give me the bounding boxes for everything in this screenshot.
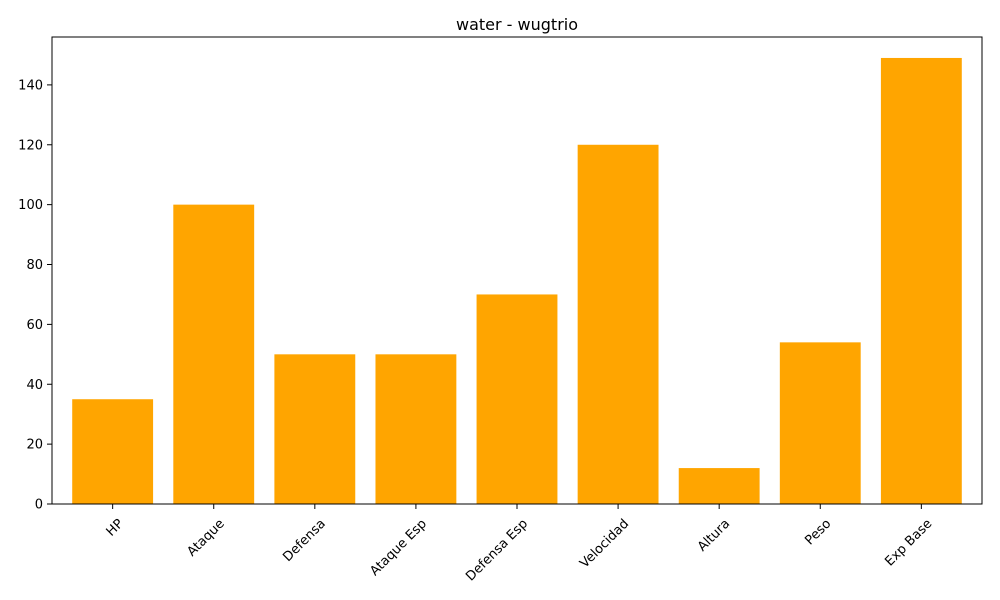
y-tick-label: 40	[26, 378, 43, 393]
x-tick-label: Ataque	[184, 516, 227, 559]
bar-peso	[779, 342, 861, 504]
y-tick-label: 20	[26, 438, 43, 453]
x-tick-label: Velocidad	[577, 516, 632, 571]
bar-velocidad	[577, 144, 659, 504]
bar-altura	[678, 468, 760, 504]
y-tick-label: 80	[26, 258, 43, 273]
bar-ataque-esp	[375, 354, 457, 504]
y-tick-label: 100	[18, 198, 43, 213]
bar-defensa-esp	[476, 294, 558, 504]
y-tick-label: 140	[18, 78, 43, 93]
x-tick-label: Ataque Esp	[367, 516, 430, 579]
bars-layer	[72, 57, 962, 504]
plot-frame	[51, 36, 983, 505]
x-tick-label: Peso	[802, 516, 834, 548]
bar-defensa	[274, 354, 356, 504]
y-axis: 0 20 40 60 80 100 120 140	[18, 78, 52, 513]
bar-ataque	[173, 204, 255, 504]
x-tick-label: Defensa	[280, 516, 328, 564]
y-tick-label: 60	[26, 318, 43, 333]
x-axis: HP Ataque Defensa Ataque Esp Defensa Esp Velo…	[104, 504, 935, 584]
y-tick-label: 120	[18, 138, 43, 153]
bar-hp	[72, 399, 154, 504]
x-tick-label: HP	[104, 516, 127, 539]
y-tick-label: 0	[35, 498, 43, 513]
x-tick-label: Exp Base	[882, 516, 935, 569]
bar-exp-base	[880, 57, 962, 504]
chart-title: water - wugtrio	[456, 15, 578, 34]
x-tick-label: Altura	[695, 516, 733, 554]
x-tick-label: Defensa Esp	[463, 516, 531, 584]
